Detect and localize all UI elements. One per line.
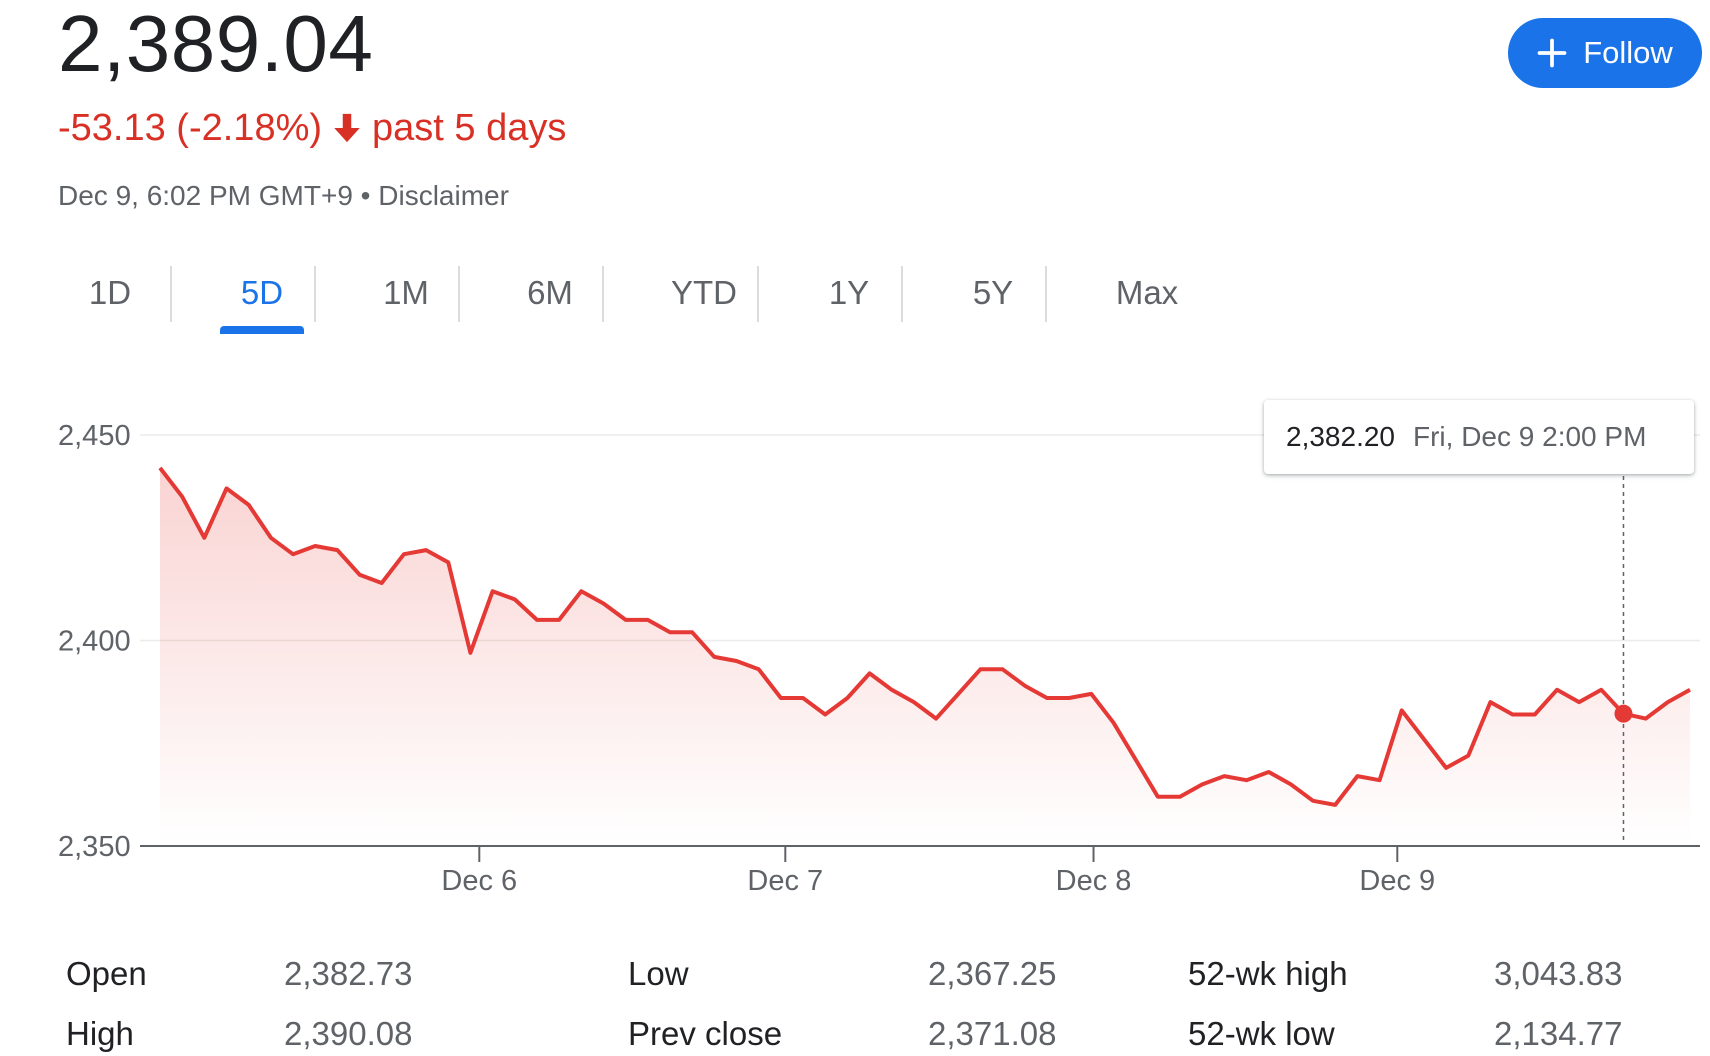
- change-amount: -53.13 (-2.18%): [58, 107, 323, 149]
- tab-divider: [602, 266, 604, 322]
- stat-label-52wk-low: 52-wk low: [1188, 1015, 1335, 1052]
- x-tick-label: Dec 9: [1359, 865, 1435, 897]
- change-period: past 5 days: [372, 107, 567, 149]
- stat-value-low: 2,367.25: [928, 955, 1057, 992]
- price-line: [158, 466, 1691, 807]
- follow-button-label: Follow: [1583, 35, 1673, 70]
- tab-ytd[interactable]: YTD: [671, 274, 737, 311]
- stat-label-low: Low: [628, 955, 689, 992]
- y-axis-labels: 2,450 2,400 2,350: [58, 420, 131, 863]
- tab-divider: [901, 266, 903, 322]
- tab-5y[interactable]: 5Y: [972, 274, 1014, 311]
- tab-divider: [1045, 266, 1047, 322]
- chart-tooltip: 2,382.20 Fri, Dec 9 2:00 PM: [1264, 400, 1694, 474]
- stat-label-open: Open: [66, 955, 147, 992]
- hover-point: [1614, 704, 1633, 723]
- follow-button[interactable]: Follow: [1508, 18, 1702, 88]
- tab-1y[interactable]: 1Y: [828, 274, 870, 311]
- y-tick-label: 2,350: [58, 831, 131, 863]
- price-change: -53.13 (-2.18%) past 5 days: [58, 104, 566, 152]
- tab-5d[interactable]: 5D: [202, 262, 322, 334]
- y-tick-label: 2,400: [58, 626, 131, 658]
- tab-max[interactable]: Max: [1115, 274, 1179, 311]
- x-axis-ticks: Dec 6 Dec 7 Dec 8 Dec 9: [441, 846, 1435, 897]
- plus-icon: [1537, 38, 1567, 68]
- stock-price: 2,389.04: [58, 0, 374, 88]
- stat-value-high: 2,390.08: [284, 1015, 413, 1052]
- y-tick-label: 2,450: [58, 420, 131, 452]
- quote-timestamp[interactable]: Dec 9, 6:02 PM GMT+9 • Disclaimer: [58, 180, 509, 211]
- stat-value-prev-close: 2,371.08: [928, 1015, 1057, 1052]
- tab-6m[interactable]: 6M: [527, 274, 573, 311]
- tab-1d[interactable]: 1D: [88, 274, 132, 311]
- stat-label-prev-close: Prev close: [628, 1015, 783, 1052]
- x-tick-label: Dec 6: [441, 865, 517, 897]
- range-tabs: 1D 5D 1M 6M YTD 1Y 5Y Max: [40, 262, 1220, 334]
- tooltip-date: Fri, Dec 9 2:00 PM: [1413, 421, 1647, 452]
- stat-label-high: High: [66, 1015, 134, 1052]
- x-tick-label: Dec 8: [1056, 865, 1132, 897]
- stat-value-52wk-low: 2,134.77: [1494, 1015, 1623, 1052]
- tab-divider: [170, 266, 172, 322]
- stat-label-52wk-high: 52-wk high: [1188, 955, 1348, 992]
- tooltip-value: 2,382.20: [1286, 421, 1395, 452]
- x-tick-label: Dec 7: [747, 865, 823, 897]
- tab-divider: [458, 266, 460, 322]
- tab-divider: [757, 266, 759, 322]
- arrow-down-icon: [334, 113, 360, 143]
- price-area-fill: [160, 467, 1690, 846]
- price-chart[interactable]: 2,450 2,400 2,350 Dec 6 Dec 7 Dec 8 Dec 9: [0, 380, 1710, 920]
- stat-value-52wk-high: 3,043.83: [1494, 955, 1623, 992]
- tab-divider: [314, 266, 316, 322]
- stat-value-open: 2,382.73: [284, 955, 413, 992]
- active-tab-indicator: [220, 326, 304, 334]
- tab-1m[interactable]: 1M: [383, 274, 429, 311]
